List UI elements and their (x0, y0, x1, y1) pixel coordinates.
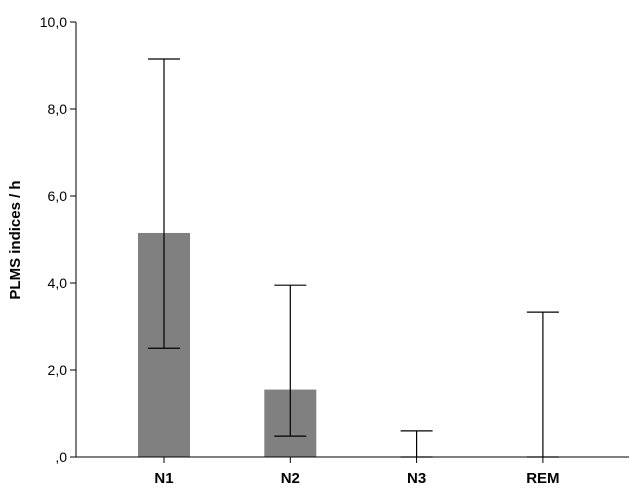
y-tick-label-0: ,0 (55, 449, 67, 465)
x-tick-label-n2: N2 (281, 470, 300, 487)
y-tick-label-2: 4,0 (48, 275, 68, 291)
y-tick-label-4: 8,0 (48, 101, 68, 117)
y-ticks-layer: ,0 2,0 4,0 6,0 8,0 10,0 (40, 14, 76, 465)
error-bars-layer (148, 58, 559, 458)
x-tick-label-n3: N3 (407, 470, 426, 487)
bars-layer (138, 232, 317, 457)
y-axis-title: PLMS indices / h (7, 180, 24, 299)
y-tick-label-1: 2,0 (48, 362, 68, 378)
x-ticks-layer: N1 N2 N3 REM (154, 457, 560, 487)
x-tick-label-rem: REM (526, 470, 559, 487)
x-tick-label-n1: N1 (154, 470, 173, 487)
y-tick-label-3: 6,0 (48, 188, 68, 204)
y-tick-label-5: 10,0 (40, 14, 67, 30)
